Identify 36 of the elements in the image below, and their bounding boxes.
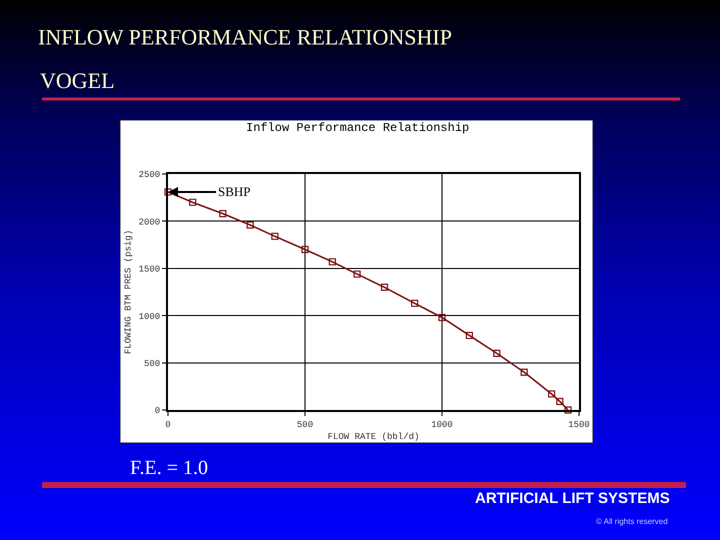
x-axis-title: FLOW RATE (bbl/d) [328,432,420,442]
annotation: SBHP [218,184,251,199]
text: Inflow Performance Relationship [246,121,470,135]
point [466,332,473,340]
point [556,398,564,406]
text: F.E. = 1.0 [130,457,208,479]
y-tick-label: 500 [144,358,160,369]
point [353,270,361,278]
y-axis-title: FLOWING BTM PRES (psig) [123,230,134,354]
y-tick-label: 2500 [138,170,160,180]
point [564,406,572,414]
point [219,210,226,218]
text: © All rights reserved [596,517,668,526]
point [271,232,278,240]
point [189,198,196,206]
y-tick-label: 2000 [138,217,160,228]
point [520,368,528,376]
point [380,284,388,291]
chart-title: INFLOW PERFORMANCE RELATIONSHIP [38,24,452,50]
y-tick-label: 1500 [138,264,160,275]
point [493,350,500,357]
point [301,246,309,254]
x-tick-label: 0 [165,420,171,430]
point [548,390,556,398]
point [438,314,446,322]
point [246,221,254,229]
x-tick-label: 1000 [431,420,453,430]
point [411,300,418,307]
y-tick-label: 0 [154,406,160,416]
chart-subtitle: VOGEL [40,68,115,93]
y-tick-label: 1000 [138,312,160,322]
x-tick-label: 500 [296,420,314,430]
x-tick-label: 1500 [568,420,590,430]
point [164,188,172,196]
text: ARTIFICIAL LIFT SYSTEMS [475,490,670,507]
point [328,258,336,266]
